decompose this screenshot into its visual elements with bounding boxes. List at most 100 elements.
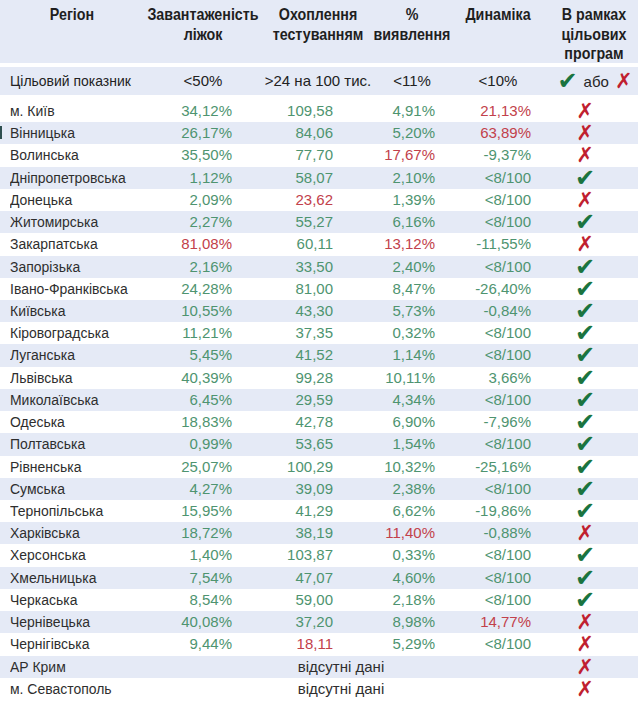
detection-value: 6,16% [392,211,435,233]
x-icon: ✗ [576,656,594,678]
target-dynamics-value: <10% [479,67,518,95]
table-row: Тернопільська15,95%41,296,62%-19,86%✔ [0,500,638,522]
x-icon: ✗ [615,69,633,93]
beds-value: 25,07% [181,456,232,478]
region-name: Івано-Франківська [10,278,128,300]
beds-value: 18,83% [181,411,232,433]
beds-value: 0,99% [189,433,232,455]
testing-value: 38,19 [295,522,333,544]
beds-value: 40,08% [181,611,232,633]
region-name: Чернігівська [10,633,89,655]
dynamics-value: 3,66% [488,367,531,389]
testing-value: 103,87 [287,544,333,566]
region-name: Закарпатська [10,233,98,255]
beds-value: 18,72% [181,522,232,544]
detection-value: 1,39% [392,189,435,211]
check-icon: ✔ [575,500,595,522]
beds-value: 1,40% [189,544,232,566]
detection-value: 5,73% [392,300,435,322]
table-row: Вінницька26,17%84,065,20%63,89%✗ [0,122,638,144]
beds-value: 1,12% [189,167,232,189]
region-name: Миколаївська [10,389,99,411]
dynamics-value: -0,88% [483,522,531,544]
report-table: Регіон Завантаженість ліжок Охоплення те… [0,0,638,704]
detection-value: 5,20% [392,122,435,144]
beds-value: 10,55% [181,300,232,322]
no-data-label: відсутні дані [298,656,384,678]
dynamics-value: -19,86% [475,500,531,522]
testing-value: 18,11 [297,633,333,655]
table-row: Житомирська2,27%55,276,16%<8/100✔ [0,211,638,233]
dynamics-value: <8/100 [485,344,531,366]
left-edge-artifact [0,126,2,139]
detection-value: 10,11% [385,367,435,389]
testing-value: 23,62 [295,189,333,211]
detection-value: 8,47% [392,278,435,300]
dynamics-value: <8/100 [485,567,531,589]
table-header: Регіон Завантаженість ліжок Охоплення те… [0,0,638,63]
testing-value: 59,00 [295,589,333,611]
region-name: Вінницька [10,122,75,144]
table-row: м. Київ34,12%109,584,91%21,13%✗ [0,100,638,122]
region-name: м. Київ [10,100,55,122]
beds-value: 4,27% [189,478,232,500]
dynamics-value: <8/100 [485,322,531,344]
dynamics-value: <8/100 [485,478,531,500]
table-row: Кіровоградська11,21%37,350,32%<8/100✔ [0,322,638,344]
dynamics-value: <8/100 [485,256,531,278]
region-name: Хмельницька [10,567,97,589]
target-testing-value: >24 на 100 тис. [265,67,372,95]
table-row: Харківська18,72%38,1911,40%-0,88%✗ [0,522,638,544]
table-row: Запорізька2,16%33,502,40%<8/100✔ [0,256,638,278]
beds-value: 81,08% [181,233,232,255]
dynamics-value: 14,77% [480,611,531,633]
check-icon: ✔ [558,67,578,95]
column-header-testing: Охоплення тестуванням [273,5,364,44]
table-row: Чернігівська9,44%18,115,29%<8/100✗ [0,633,638,655]
table-row: Дніпропетровська1,12%58,072,10%<8/100✔ [0,167,638,189]
x-icon: ✗ [576,633,594,655]
table-row: АР Кримвідсутні дані✗ [0,656,638,678]
beds-value: 9,44% [189,633,232,655]
detection-value: 2,10% [392,167,435,189]
check-icon: ✔ [575,211,595,233]
table-row: Волинська35,50%77,7017,67%-9,37%✗ [0,144,638,166]
beds-value: 2,27% [189,211,232,233]
dynamics-value: <8/100 [485,211,531,233]
testing-value: 47,07 [295,567,333,589]
column-header-detection: % виявлення [374,5,451,44]
region-name: Харківська [10,522,80,544]
detection-value: 11,40% [385,522,435,544]
check-icon: ✔ [575,167,595,189]
table-row: Закарпатська81,08%60,1113,12%-11,55%✗ [0,233,638,255]
testing-value: 41,29 [295,500,333,522]
table-row: Івано-Франківська24,28%81,008,47%-26,40%… [0,278,638,300]
column-header-region: Регіон [50,5,94,25]
table-row: Рівненська25,07%100,2910,32%-25,16%✔ [0,456,638,478]
testing-value: 109,58 [287,100,333,122]
detection-value: 2,18% [392,589,435,611]
detection-value: 1,14% [392,344,435,366]
x-icon: ✗ [576,100,594,122]
table-row: Миколаївська6,45%29,594,34%<8/100✔ [0,389,638,411]
dynamics-value: -25,16% [475,456,531,478]
beds-value: 24,28% [181,278,232,300]
detection-value: 1,54% [392,433,435,455]
detection-value: 4,60% [392,567,435,589]
beds-value: 2,09% [189,189,232,211]
region-name: Донецька [10,189,72,211]
beds-value: 11,21% [182,322,232,344]
detection-value: 2,38% [392,478,435,500]
region-name: Дніпропетровська [10,167,126,189]
target-indicator-row: Цільовий показник <50% >24 на 100 тис. <… [0,67,638,95]
testing-value: 33,50 [295,256,333,278]
table-row: Луганська5,45%41,521,14%<8/100✔ [0,344,638,366]
table-row: Полтавська0,99%53,651,54%<8/100✔ [0,433,638,455]
detection-value: 17,67% [384,144,435,166]
testing-value: 43,30 [295,300,333,322]
testing-value: 41,52 [295,344,333,366]
table-row: Донецька2,09%23,621,39%<8/100✗ [0,189,638,211]
region-name: Полтавська [10,433,85,455]
table-row: м. Севастопольвідсутні дані✗ [0,678,638,700]
table-row: Львівська40,39%99,2810,11%3,66%✔ [0,367,638,389]
